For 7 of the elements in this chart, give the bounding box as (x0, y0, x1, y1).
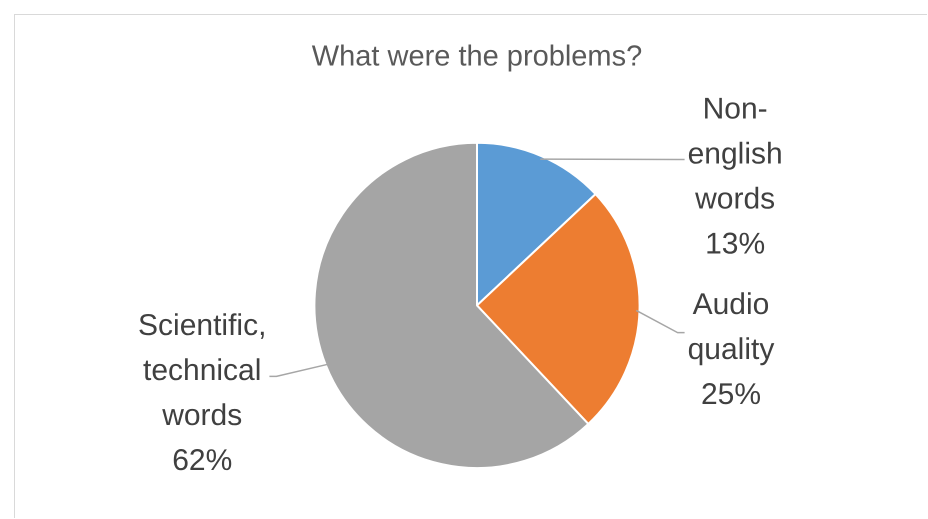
slice-label: Non-english words (688, 92, 783, 216)
data-label: 62% (172, 444, 232, 478)
slice-label: Scientific, technical words (138, 309, 266, 432)
chart-title: What were the problems? (312, 40, 642, 72)
data-label: 13% (705, 227, 766, 260)
slice-label: Audio quality (688, 288, 774, 366)
data-label: 25% (700, 378, 761, 411)
